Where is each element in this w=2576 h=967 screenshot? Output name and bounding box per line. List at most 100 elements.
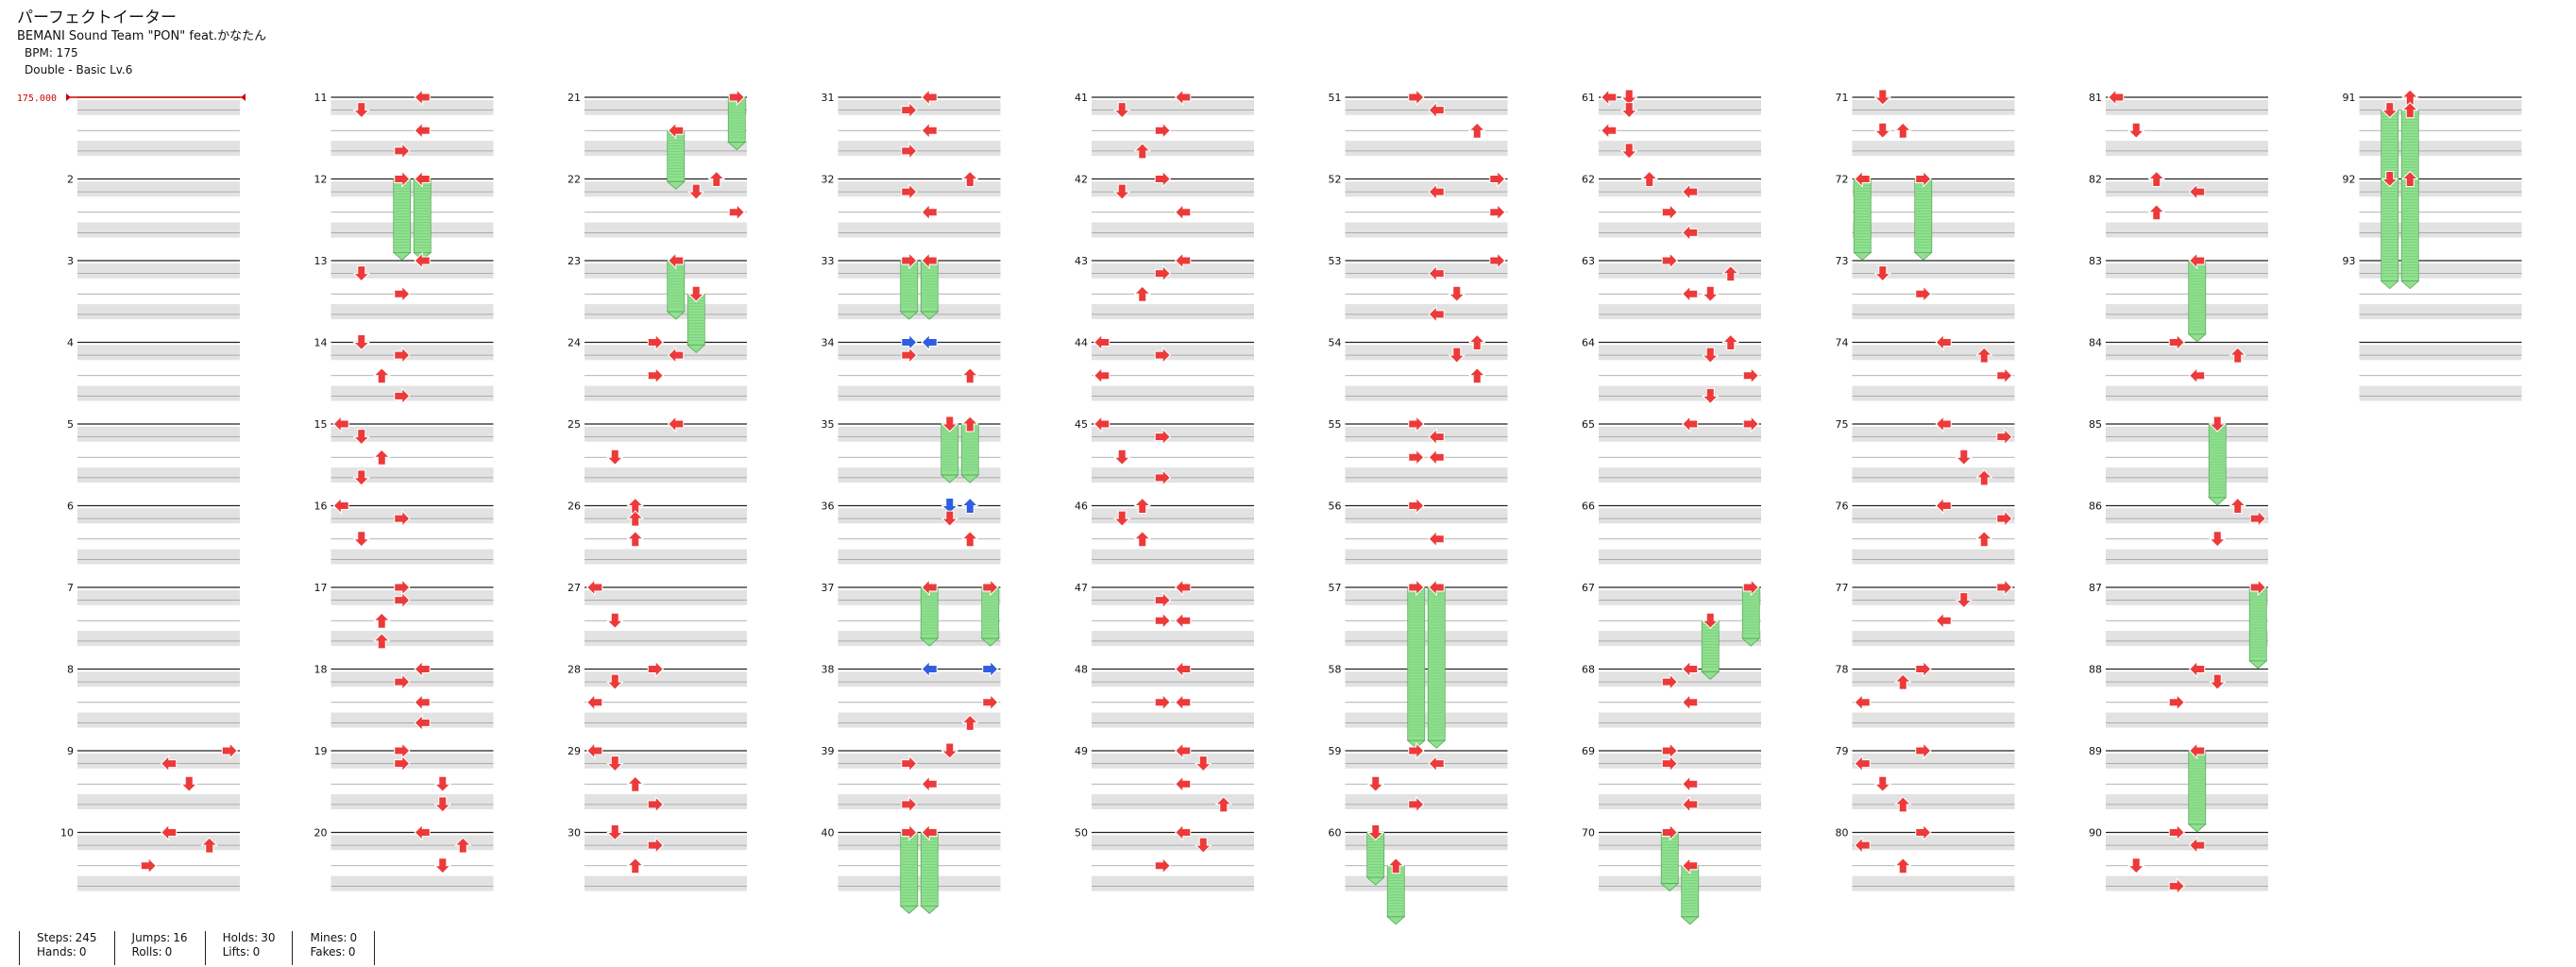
tap-note (1093, 333, 1110, 351)
tap-note (1113, 510, 1131, 527)
measure (838, 586, 1001, 647)
measure (77, 668, 240, 728)
hold-tail (899, 905, 919, 914)
tap-note (626, 857, 644, 874)
beat-band (2359, 263, 2522, 279)
arrow-icon (728, 88, 745, 107)
measure (1852, 260, 2015, 320)
arrow-icon (1721, 264, 1739, 282)
hold-tail (960, 474, 980, 484)
measure-number: 5 (67, 418, 74, 431)
measure-number: 56 (1329, 500, 1342, 513)
tap-note (1894, 673, 1912, 690)
tap-note (2249, 509, 2266, 528)
beat-band (1852, 426, 2015, 442)
beat-band (2106, 385, 2268, 401)
beat-band (77, 426, 240, 442)
tap-note (221, 741, 238, 760)
measure-number: 16 (314, 500, 328, 513)
measure-number: 82 (2089, 174, 2102, 186)
tap-note (1620, 102, 1638, 119)
measure-number: 81 (2089, 92, 2102, 104)
beat-band (1092, 99, 1254, 115)
measure-number: 61 (1582, 92, 1595, 104)
arrow-icon (394, 672, 411, 691)
measure (1599, 504, 1761, 565)
measure (2106, 178, 2268, 238)
arrow-icon (2168, 823, 2185, 841)
arrow-icon (2147, 170, 2165, 187)
hold-tail (1741, 637, 1761, 647)
beat-band (2359, 141, 2522, 157)
beat-band (1852, 508, 2015, 524)
tap-note (901, 142, 918, 161)
hold-note (2248, 578, 2268, 670)
arrow-icon (1175, 612, 1192, 630)
arrow-icon (1935, 333, 1952, 351)
measure (330, 96, 494, 157)
tap-note (352, 429, 370, 446)
arrow-icon (1175, 660, 1192, 678)
beat-band (1599, 263, 1761, 279)
beat-band (1852, 549, 2015, 565)
measure-number: 87 (2089, 582, 2102, 594)
beat-band (77, 385, 240, 401)
arrow-icon (647, 333, 664, 351)
tap-note (1428, 101, 1445, 119)
beat-band (330, 671, 494, 687)
measure-grid (77, 96, 2522, 891)
measure-number: 11 (314, 92, 328, 104)
arrow-icon (1975, 347, 1993, 364)
hold-note (920, 251, 940, 320)
arrow-icon (1154, 693, 1171, 711)
beat-band (1599, 631, 1761, 647)
measure (838, 260, 1001, 320)
measure-number: 29 (568, 745, 581, 757)
beat-band (1852, 385, 2015, 401)
measure (330, 178, 494, 238)
arrow-icon (961, 531, 979, 548)
arrow-icon (2209, 531, 2227, 548)
hold-note (1427, 578, 1447, 749)
measure (585, 178, 747, 238)
beat-band (838, 141, 1001, 157)
measure-number: 85 (2089, 418, 2102, 431)
arrow-icon (1489, 251, 1506, 270)
hold-tail (2208, 497, 2228, 506)
measure-number: 55 (1329, 418, 1342, 431)
tap-note (394, 387, 411, 405)
arrow-icon (1408, 415, 1425, 433)
tap-note (921, 775, 938, 793)
measure-number: 14 (314, 337, 328, 349)
measure-number: 68 (1582, 664, 1595, 676)
measure-number: 73 (1836, 255, 1849, 267)
tap-note (1873, 89, 1891, 106)
tap-note (606, 449, 624, 466)
arrow-icon (1154, 428, 1171, 446)
tap-note (961, 367, 979, 384)
tap-note (414, 714, 431, 732)
tap-note (901, 346, 918, 365)
beat-band (2106, 794, 2268, 810)
arrow-icon (394, 142, 411, 161)
hold-tail (920, 311, 940, 320)
arrow-icon (901, 251, 918, 270)
beat-band (1599, 99, 1761, 115)
beat-band (330, 345, 494, 361)
tap-note (1154, 428, 1171, 446)
measure (330, 586, 494, 647)
tap-note (414, 88, 431, 107)
arrow-icon (1468, 333, 1486, 350)
tap-note (414, 122, 431, 140)
stat-label: Rolls: (131, 945, 162, 959)
tap-note (1915, 660, 1932, 678)
beat-band (585, 263, 747, 279)
measure-number: 50 (1075, 827, 1088, 840)
beat-band (330, 263, 494, 279)
measure (838, 504, 1001, 565)
measure-number: 12 (314, 174, 328, 186)
beat-band (1345, 875, 1508, 891)
tap-note (1428, 305, 1445, 324)
measure (585, 423, 747, 484)
arrow-icon (1682, 795, 1699, 814)
